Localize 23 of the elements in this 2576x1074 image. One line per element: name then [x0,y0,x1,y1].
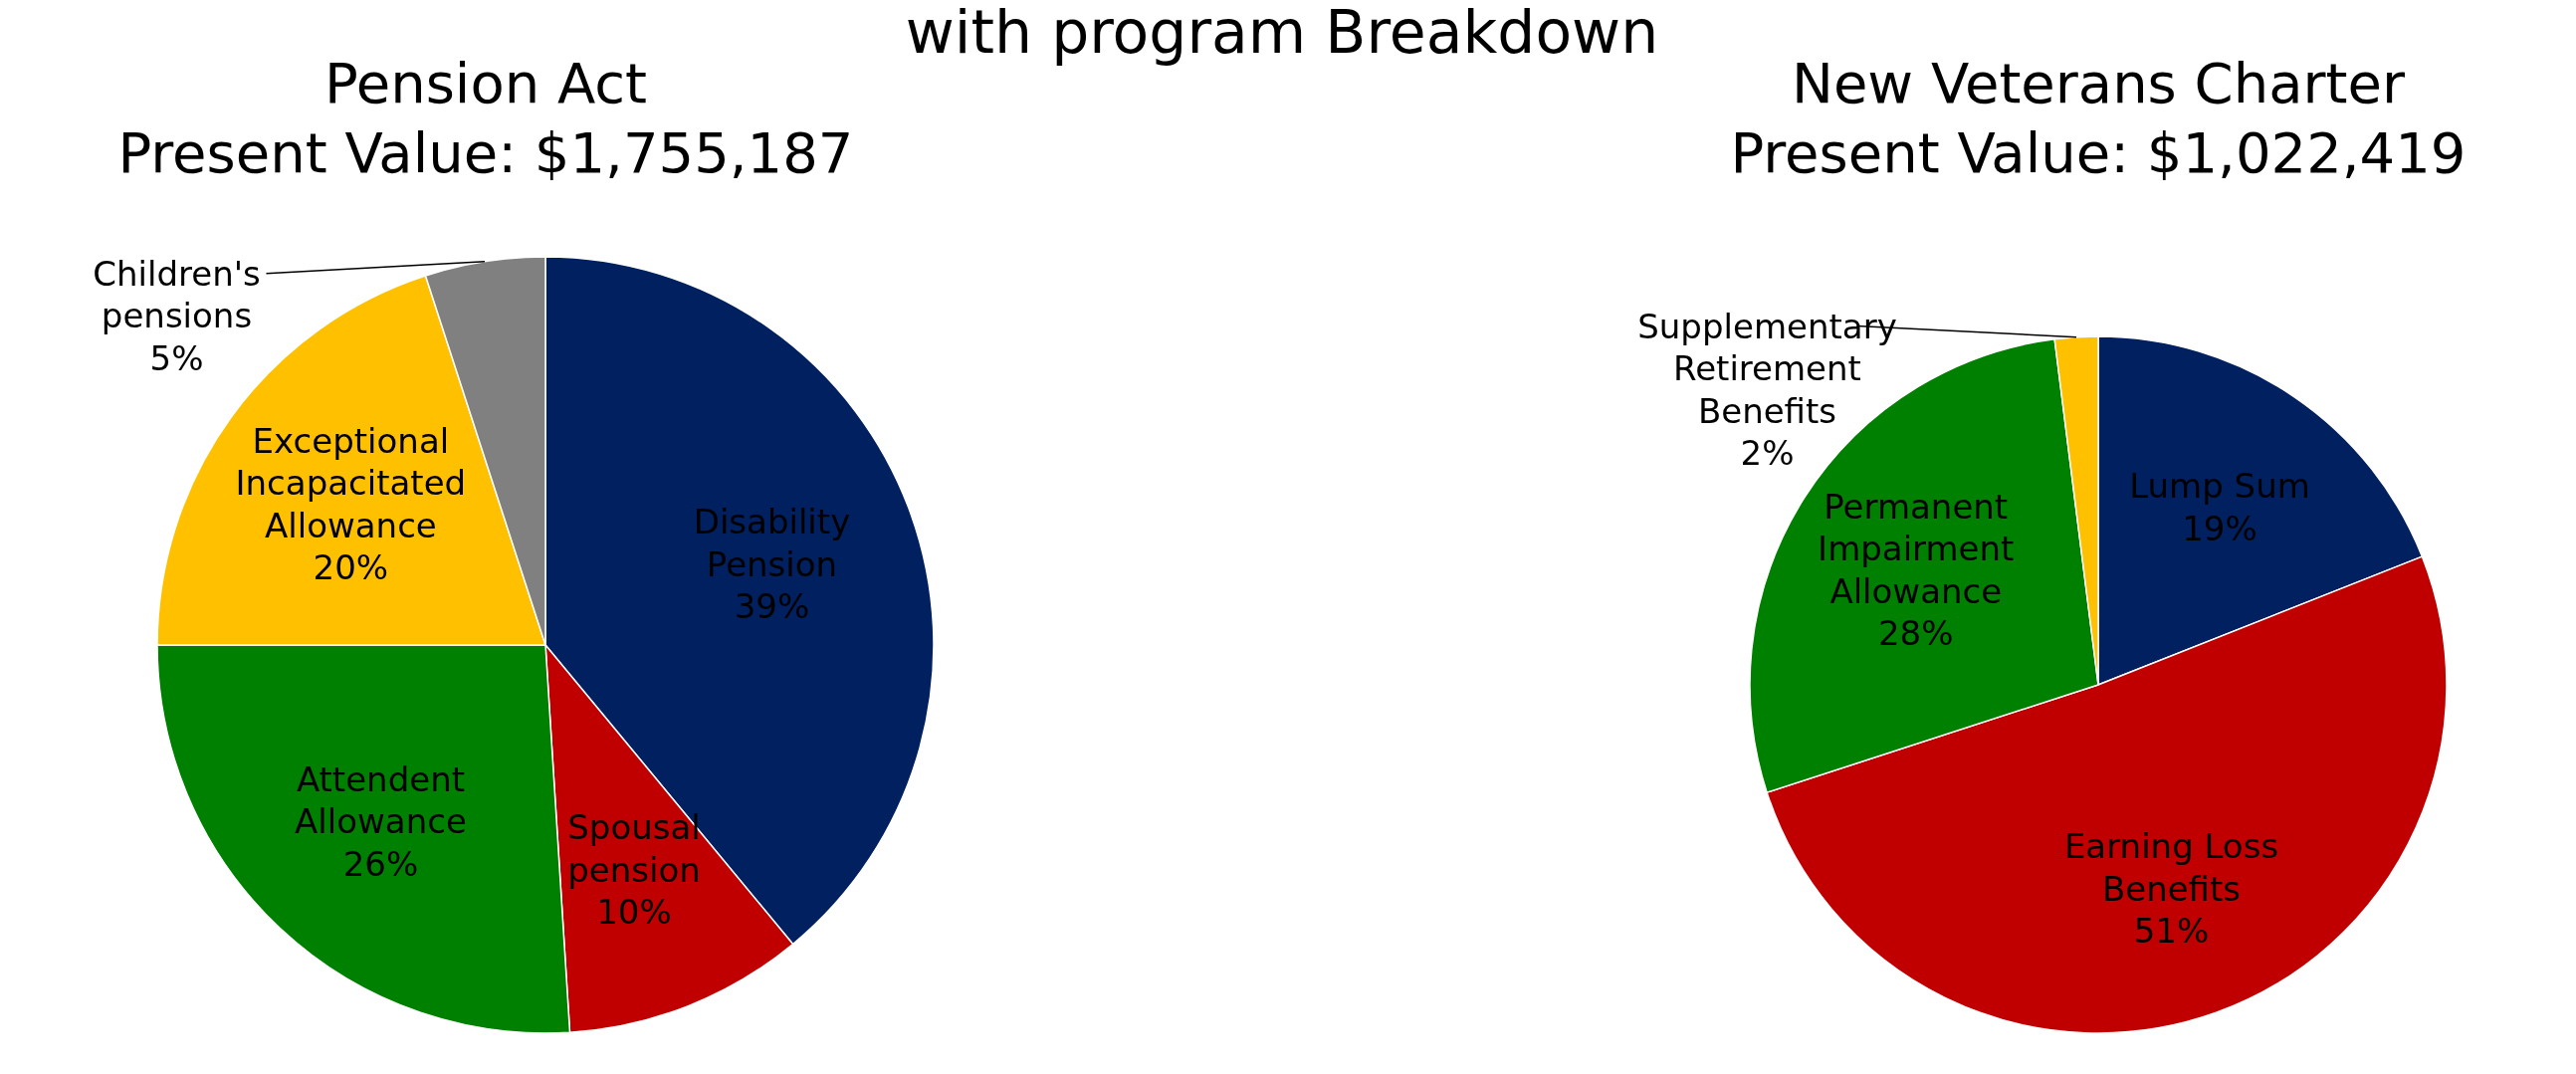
data-label: 19% [2182,508,2257,548]
text: with program Breakdown [905,0,1659,67]
slice-label: Earning Loss Benefits [2063,826,2279,909]
chart-title: New Veterans Charter [1792,51,2406,115]
slice-label: Disability Pension [693,502,851,584]
data-label: 5% [149,337,204,378]
data-label: 2% [1740,433,1795,473]
slice-label: Supplementary Retirement Benefits [1637,306,1897,431]
slice-label: Spousal pension [567,807,701,890]
chart-subtitle: Present Value: $1,755,187 [117,120,854,185]
chart-title: Pension Act [323,51,648,115]
data-label: 20% [313,547,389,588]
slice-label: Lump Sum [2129,466,2310,507]
data-label: 28% [1877,613,1954,654]
slice-label: Permanent Impairment Allowance [1818,486,2015,611]
chart-subtitle: Present Value: $1,022,419 [1730,120,2467,185]
slice-label: Exceptional Incapacitated Allowance [235,420,467,545]
data-label: 26% [342,843,419,884]
data-label: 51% [2133,911,2210,952]
slice-label: Children's pensions [93,253,261,336]
data-label: 10% [596,892,672,933]
data-label: 39% [734,586,810,627]
slice-label: Attendent Allowance [295,758,467,842]
